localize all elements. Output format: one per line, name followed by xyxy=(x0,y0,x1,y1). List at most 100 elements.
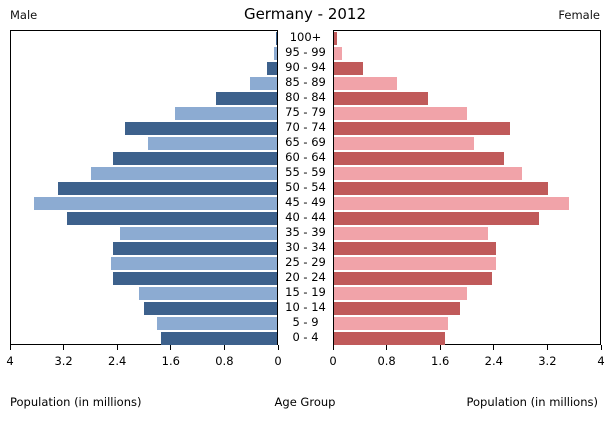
age-group-label: 45 - 49 xyxy=(285,195,326,209)
age-group-label: 55 - 59 xyxy=(285,165,326,179)
age-group-label: 80 - 84 xyxy=(285,90,326,104)
male-bar-65-69 xyxy=(148,137,277,150)
tick-mark xyxy=(223,345,225,350)
male-bar-row xyxy=(11,196,277,211)
female-bar-row xyxy=(334,136,600,151)
female-bar-65-69 xyxy=(334,137,474,150)
tick-mark xyxy=(546,345,548,350)
age-group-label: 15 - 19 xyxy=(285,285,326,299)
tick-label: 0 xyxy=(329,354,337,368)
female-bar-75-79 xyxy=(334,107,467,120)
male-bar-45-49 xyxy=(33,197,277,210)
male-bar-35-39 xyxy=(120,227,277,240)
female-bar-row xyxy=(334,256,600,271)
age-group-label: 75 - 79 xyxy=(285,105,326,119)
female-bar-90-94 xyxy=(334,62,364,75)
male-bar-row xyxy=(11,241,277,256)
female-bar-100+ xyxy=(334,32,338,45)
male-bar-60-64 xyxy=(113,152,277,165)
female-bar-15-19 xyxy=(334,287,467,300)
male-x-axis: 4 3.2 2.4 1.6 0.8 0 xyxy=(6,345,282,375)
tick-mark xyxy=(63,345,65,350)
male-bar-row xyxy=(11,136,277,151)
male-bar-row xyxy=(11,61,277,76)
age-group-label: 40 - 44 xyxy=(285,210,326,224)
female-bar-row xyxy=(334,106,600,121)
male-side-label: Male xyxy=(10,8,38,22)
male-bar-row xyxy=(11,76,277,91)
female-bar-row xyxy=(334,121,600,136)
female-bars-panel xyxy=(333,30,601,345)
female-bar-row xyxy=(334,31,600,46)
female-bar-10-14 xyxy=(334,302,461,315)
tick-mark xyxy=(170,345,172,350)
tick-mark xyxy=(116,345,118,350)
tick-mark xyxy=(600,345,602,350)
female-bar-row xyxy=(334,151,600,166)
female-bar-row xyxy=(334,166,600,181)
male-bar-55-59 xyxy=(91,167,277,180)
age-group-label: 0 - 4 xyxy=(292,330,319,344)
male-bar-row xyxy=(11,211,277,226)
age-group-label: 70 - 74 xyxy=(285,120,326,134)
female-bar-row xyxy=(334,286,600,301)
tick-label: 2.4 xyxy=(484,354,503,368)
male-bar-row xyxy=(11,301,277,316)
female-bar-35-39 xyxy=(334,227,489,240)
male-bar-80-84 xyxy=(215,92,277,105)
male-bar-30-34 xyxy=(112,242,277,255)
female-bar-0-4 xyxy=(334,332,446,345)
male-bars-panel xyxy=(10,30,278,345)
male-bar-10-14 xyxy=(144,302,277,315)
tick-mark xyxy=(493,345,495,350)
female-bar-row xyxy=(334,316,600,331)
female-axis-title: Population (in millions) xyxy=(466,395,599,409)
male-bar-90-94 xyxy=(267,62,277,75)
male-bar-0-4 xyxy=(160,332,277,345)
female-bar-row xyxy=(334,196,600,211)
male-bar-row xyxy=(11,271,277,286)
male-bar-row xyxy=(11,91,277,106)
tick-mark xyxy=(332,345,334,350)
male-bar-20-24 xyxy=(112,272,277,285)
female-bar-95-99 xyxy=(334,47,342,60)
female-bar-row xyxy=(334,271,600,286)
tick-label: 0.8 xyxy=(377,354,396,368)
female-bar-5-9 xyxy=(334,317,449,330)
female-bar-row xyxy=(334,61,600,76)
age-group-label: 65 - 69 xyxy=(285,135,326,149)
age-group-label: 90 - 94 xyxy=(285,60,326,74)
male-bar-70-74 xyxy=(125,122,277,135)
female-bar-40-44 xyxy=(334,212,539,225)
male-bar-row xyxy=(11,331,277,346)
female-bar-20-24 xyxy=(334,272,493,285)
age-group-label: 5 - 9 xyxy=(292,315,319,329)
female-side-label: Female xyxy=(558,8,600,22)
male-bar-75-79 xyxy=(175,107,277,120)
male-bar-row xyxy=(11,286,277,301)
female-bar-30-34 xyxy=(334,242,496,255)
female-bar-row xyxy=(334,331,600,346)
age-group-label: 35 - 39 xyxy=(285,225,326,239)
male-bar-100+ xyxy=(275,32,277,45)
age-group-label: 10 - 14 xyxy=(285,300,326,314)
male-bar-row xyxy=(11,166,277,181)
male-bar-15-19 xyxy=(138,287,277,300)
age-group-label: 30 - 34 xyxy=(285,240,326,254)
female-bar-row xyxy=(334,91,600,106)
tick-label: 4 xyxy=(6,354,14,368)
female-bar-50-54 xyxy=(334,182,549,195)
tick-label: 1.6 xyxy=(161,354,180,368)
female-bar-row xyxy=(334,76,600,91)
female-bar-60-64 xyxy=(334,152,504,165)
female-bar-45-49 xyxy=(334,197,569,210)
female-bar-85-89 xyxy=(334,77,398,90)
tick-label: 2.4 xyxy=(108,354,127,368)
age-group-label: 100+ xyxy=(289,30,322,44)
male-bar-40-44 xyxy=(66,212,277,225)
male-bar-row xyxy=(11,256,277,271)
tick-label: 0 xyxy=(274,354,282,368)
age-group-label: 20 - 24 xyxy=(285,270,326,284)
female-bar-row xyxy=(334,211,600,226)
